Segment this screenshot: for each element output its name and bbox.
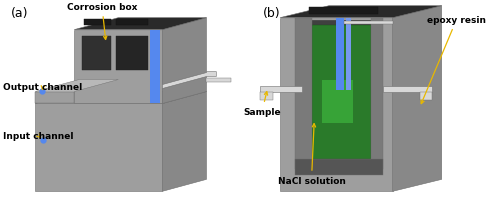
Text: Corrosion box: Corrosion box — [67, 3, 137, 40]
Polygon shape — [260, 86, 302, 92]
Text: NaCl solution: NaCl solution — [278, 124, 345, 185]
Polygon shape — [82, 36, 111, 70]
Polygon shape — [35, 92, 74, 104]
Text: (b): (b) — [263, 7, 280, 20]
Polygon shape — [35, 92, 206, 104]
Text: Output channel: Output channel — [3, 83, 82, 92]
Polygon shape — [310, 8, 378, 15]
Text: (a): (a) — [10, 7, 28, 20]
Polygon shape — [84, 20, 111, 26]
Polygon shape — [74, 30, 162, 104]
Polygon shape — [304, 21, 378, 90]
Polygon shape — [312, 26, 370, 160]
Polygon shape — [336, 19, 344, 90]
Text: Input channel: Input channel — [3, 131, 74, 140]
Polygon shape — [344, 22, 392, 25]
Polygon shape — [280, 19, 392, 191]
Polygon shape — [162, 92, 206, 191]
Polygon shape — [294, 160, 383, 175]
Polygon shape — [74, 19, 206, 30]
Polygon shape — [35, 104, 162, 191]
Polygon shape — [370, 19, 383, 170]
Text: epoxy resin: epoxy resin — [421, 16, 486, 104]
Polygon shape — [392, 7, 442, 191]
Polygon shape — [260, 92, 272, 100]
Polygon shape — [322, 80, 354, 124]
Polygon shape — [116, 36, 148, 70]
Polygon shape — [206, 78, 231, 82]
Polygon shape — [35, 80, 118, 92]
Text: Sample: Sample — [243, 92, 281, 116]
Polygon shape — [420, 92, 432, 100]
Polygon shape — [346, 19, 351, 90]
Polygon shape — [116, 20, 148, 26]
Polygon shape — [383, 86, 432, 92]
Polygon shape — [162, 72, 216, 89]
Polygon shape — [294, 19, 312, 170]
Polygon shape — [280, 7, 442, 19]
Polygon shape — [150, 30, 160, 104]
Polygon shape — [162, 19, 206, 104]
